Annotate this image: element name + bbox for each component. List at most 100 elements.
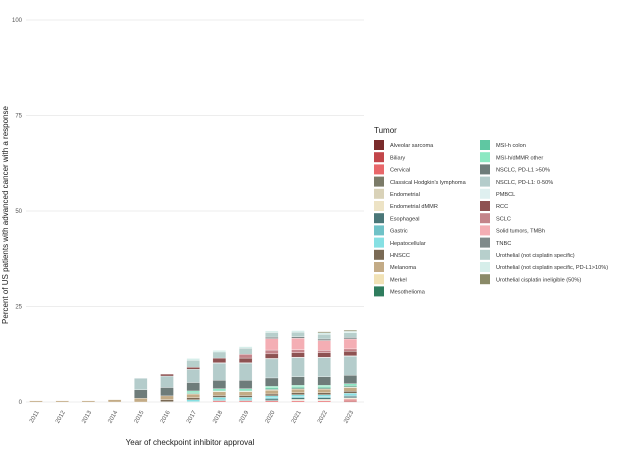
bar-stack-2019 — [238, 346, 253, 403]
bar-segment — [186, 393, 200, 398]
bar-segment — [212, 391, 227, 396]
bar-stack-2013 — [81, 400, 96, 403]
y-tick-label: 50 — [15, 209, 22, 215]
bar-segment — [265, 332, 279, 338]
bar-segment — [265, 386, 279, 389]
bar-segment — [160, 373, 174, 377]
legend-items: Alveolar sarcoma Biliary Cervical Classical… — [374, 140, 608, 297]
x-tick-label: 2020 — [265, 409, 277, 424]
bar-segment — [343, 396, 358, 398]
bar-segment — [55, 400, 69, 403]
legend-item: PMBCL — [480, 188, 515, 199]
bar-segment — [238, 347, 253, 355]
legend-label: Endometrial — [390, 192, 420, 198]
bar-segment — [343, 387, 358, 392]
bar-segment — [343, 356, 358, 376]
x-tick-label: 2015 — [134, 409, 146, 424]
legend-label: Solid tumors, TMBh — [496, 229, 545, 235]
legend-label: PMBCL — [496, 192, 515, 198]
bar-segment — [160, 399, 174, 402]
legend-item: MSI-h colon — [480, 140, 526, 150]
bar-segment — [238, 395, 253, 398]
bar-segment — [186, 392, 200, 394]
x-axis-ticks: 2011 2012 2013 2014 2015 2016 2017 2018 2019 2020… — [29, 409, 355, 424]
legend-item: Cervical — [374, 164, 410, 175]
bar-segment — [265, 377, 279, 387]
legend-item: Endometrial — [374, 188, 420, 199]
legend-swatch — [374, 237, 384, 248]
bar-segment — [317, 334, 331, 340]
bar-segment — [212, 388, 227, 391]
legend-label: Alveolar sarcoma — [390, 143, 434, 149]
bar-segment — [186, 397, 200, 400]
legend-swatch — [374, 213, 384, 224]
legend-item: Esophageal — [374, 213, 420, 224]
bar-segment — [291, 357, 305, 377]
legend-label: Endometrial dMMR — [390, 204, 438, 210]
legend-label: Mesothelioma — [390, 290, 426, 296]
bar-segment — [238, 391, 253, 396]
bar-segment — [134, 378, 148, 390]
bar-segment — [317, 388, 331, 393]
legend-label: MSI-h/dMMR other — [496, 155, 543, 161]
legend-label: HNSCC — [390, 253, 410, 259]
legend-swatch — [374, 225, 384, 236]
bar-stack-2017 — [186, 358, 200, 403]
legend-item: RCC — [480, 201, 508, 211]
legend-swatch — [480, 140, 490, 150]
bar-segment — [291, 349, 305, 353]
y-tick-label: 25 — [15, 305, 22, 311]
bar-segment — [212, 395, 227, 398]
legend-swatch — [374, 152, 384, 163]
bar-segment — [186, 390, 200, 393]
legend-label: Esophageal — [390, 216, 420, 222]
legend-swatch — [374, 286, 384, 297]
x-tick-label: 2017 — [186, 409, 198, 424]
legend-swatch — [374, 140, 384, 150]
legend-item: Hepatocellular — [374, 237, 426, 248]
bar-segment — [343, 383, 358, 386]
bar-segment — [291, 330, 305, 333]
y-tick-label: 100 — [12, 18, 23, 24]
legend-label: Classical Hodgkin's lymphoma — [390, 180, 467, 186]
gridlines — [26, 19, 364, 403]
legend-label: SCLC — [496, 216, 511, 222]
legend-swatch — [374, 201, 384, 211]
legend-swatch — [480, 188, 490, 199]
bar-stack-2011 — [29, 400, 43, 403]
bar-segment — [186, 399, 200, 402]
bar-segment — [212, 397, 227, 400]
bar-segment — [107, 399, 122, 403]
legend-swatch — [480, 237, 490, 248]
legend-item: Urothelial (not cisplatin specific) — [480, 249, 575, 260]
bar-segment — [291, 394, 305, 397]
bar-segment — [265, 358, 279, 379]
legend-item: HNSCC — [374, 249, 410, 260]
legend-title: Tumor — [374, 126, 397, 135]
bar-segment — [343, 348, 358, 352]
legend-item: Melanoma — [374, 262, 417, 272]
bar-segment — [186, 358, 200, 361]
bar-segment — [238, 388, 253, 391]
bar-segment — [317, 338, 331, 341]
bar-segment — [291, 331, 305, 337]
bar-stack-2018 — [212, 350, 227, 403]
bar-segment — [317, 350, 331, 353]
legend-swatch — [480, 249, 490, 260]
x-tick-label: 2023 — [343, 409, 355, 424]
legend-swatch — [480, 274, 490, 285]
legend-label: MSI-h colon — [496, 143, 526, 149]
y-axis-title: Percent of US patients with advanced can… — [1, 106, 10, 324]
bar-segment — [265, 395, 279, 398]
bar-segment — [343, 351, 358, 356]
bar-segment — [265, 338, 279, 351]
legend-swatch — [480, 225, 490, 236]
bar-segment — [317, 392, 331, 395]
legend-swatch — [480, 176, 490, 187]
bar-segment — [186, 367, 200, 370]
legend-swatch — [374, 188, 384, 199]
bar-segment — [265, 336, 279, 339]
bar-segment — [265, 353, 279, 359]
bar-segment — [291, 396, 305, 398]
x-tick-label: 2016 — [160, 409, 172, 424]
